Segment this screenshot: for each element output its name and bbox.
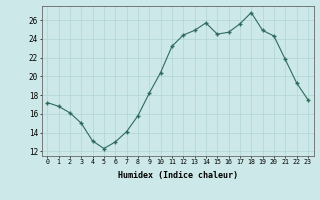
X-axis label: Humidex (Indice chaleur): Humidex (Indice chaleur) (118, 171, 237, 180)
